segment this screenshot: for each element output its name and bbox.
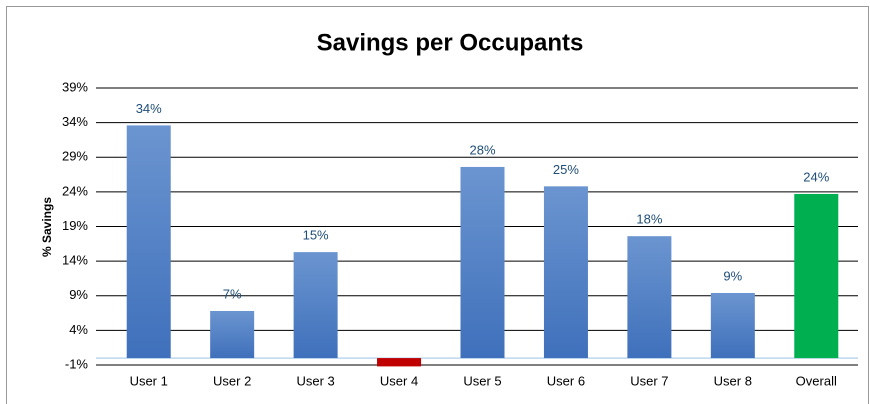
bar: [377, 358, 422, 367]
bar: [126, 125, 171, 359]
x-tick-label: User 4: [380, 373, 418, 388]
chart-title: Savings per Occupants: [317, 29, 584, 56]
value-label: 25%: [553, 162, 579, 177]
bar: [543, 186, 588, 359]
bar: [210, 310, 255, 359]
y-tick-label: 24%: [62, 183, 88, 198]
value-label: 34%: [136, 101, 162, 116]
value-label: 24%: [803, 169, 829, 184]
bar: [293, 252, 338, 359]
value-label: 18%: [636, 212, 662, 227]
x-tick-label: Overall: [796, 373, 837, 388]
bar: [627, 236, 672, 359]
bar: [710, 292, 755, 359]
y-tick-label: 14%: [62, 253, 88, 268]
y-tick-label: 29%: [62, 149, 88, 164]
x-tick-label: User 8: [714, 373, 752, 388]
value-label: 15%: [303, 228, 329, 243]
y-axis-label: % Savings: [40, 197, 54, 257]
x-tick-label: User 3: [296, 373, 334, 388]
y-tick-label: -1%: [65, 356, 89, 371]
x-tick-label: User 2: [213, 373, 251, 388]
x-tick-label: User 1: [130, 373, 168, 388]
value-label: 28%: [469, 142, 495, 157]
y-tick-label: 9%: [69, 287, 88, 302]
y-tick-label: 34%: [62, 114, 88, 129]
bar: [460, 166, 505, 359]
x-tick-label: User 7: [630, 373, 668, 388]
x-tick-label: User 5: [463, 373, 501, 388]
y-tick-label: 4%: [69, 322, 88, 337]
value-label: 9%: [723, 268, 742, 283]
y-tick-label: 19%: [62, 218, 88, 233]
y-tick-label: 39%: [62, 79, 88, 94]
value-label: 7%: [223, 286, 242, 301]
bar: [794, 193, 839, 359]
x-tick-label: User 6: [547, 373, 585, 388]
